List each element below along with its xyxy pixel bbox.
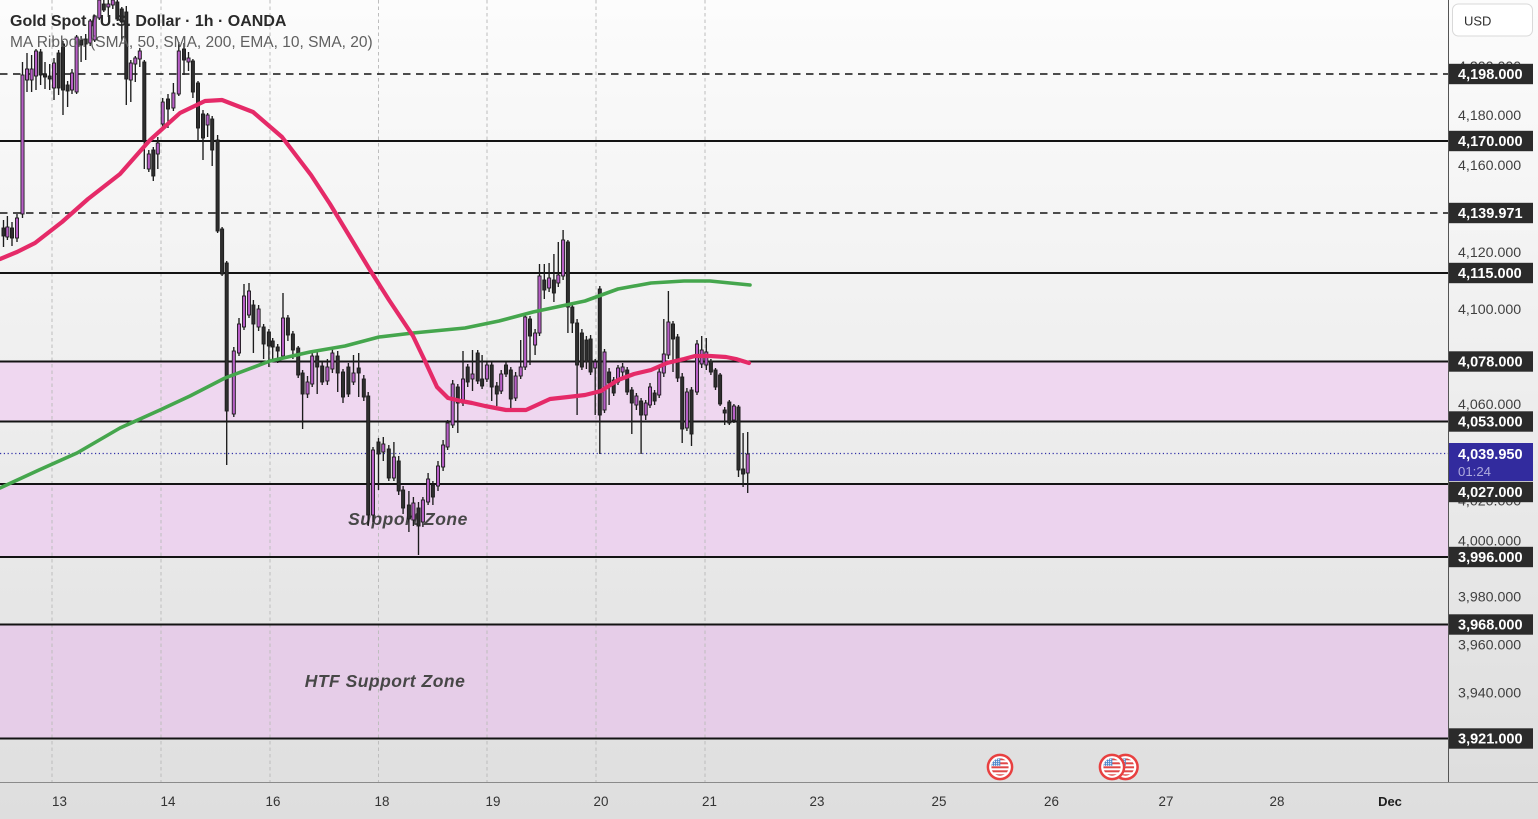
svg-text:4,100.000: 4,100.000 <box>1458 302 1521 318</box>
svg-text:4,000.000: 4,000.000 <box>1458 534 1521 550</box>
svg-text:13: 13 <box>52 794 67 809</box>
svg-text:4,120.000: 4,120.000 <box>1458 245 1521 261</box>
svg-text:25: 25 <box>932 794 947 809</box>
svg-text:14: 14 <box>161 794 176 809</box>
svg-text:01:24: 01:24 <box>1458 464 1491 479</box>
svg-text:Gold Spot / U.S. Dollar · 1h ·: Gold Spot / U.S. Dollar · 1h · OANDA <box>10 13 287 30</box>
svg-text:3,968.000: 3,968.000 <box>1458 618 1523 634</box>
svg-text:Dec: Dec <box>1378 794 1402 809</box>
svg-text:MA Ribbon (SMA, 50, SMA, 200,: MA Ribbon (SMA, 50, SMA, 200, EMA, 10, S… <box>10 34 373 51</box>
svg-text:3,996.000: 3,996.000 <box>1458 550 1523 566</box>
svg-text:4,115.000: 4,115.000 <box>1458 266 1522 282</box>
svg-text:4,078.000: 4,078.000 <box>1458 355 1523 371</box>
svg-text:3,980.000: 3,980.000 <box>1458 590 1521 606</box>
svg-text:21: 21 <box>702 794 717 809</box>
svg-text:16: 16 <box>266 794 281 809</box>
svg-text:4,053.000: 4,053.000 <box>1458 415 1523 431</box>
svg-text:20: 20 <box>594 794 609 809</box>
svg-text:4,160.000: 4,160.000 <box>1458 158 1521 174</box>
svg-text:28: 28 <box>1270 794 1285 809</box>
svg-text:3,940.000: 3,940.000 <box>1458 686 1521 702</box>
svg-text:4,027.000: 4,027.000 <box>1458 485 1523 501</box>
svg-text:27: 27 <box>1159 794 1174 809</box>
svg-text:USD: USD <box>1464 14 1491 29</box>
svg-text:4,039.950: 4,039.950 <box>1458 447 1523 463</box>
svg-text:18: 18 <box>375 794 390 809</box>
svg-text:26: 26 <box>1044 794 1059 809</box>
svg-text:19: 19 <box>486 794 501 809</box>
svg-text:3,921.000: 3,921.000 <box>1458 732 1523 748</box>
svg-text:4,198.000: 4,198.000 <box>1458 67 1523 83</box>
svg-text:4,170.000: 4,170.000 <box>1458 134 1523 150</box>
svg-text:4,060.000: 4,060.000 <box>1458 397 1521 413</box>
svg-text:3,960.000: 3,960.000 <box>1458 638 1521 654</box>
svg-text:4,139.971: 4,139.971 <box>1458 206 1523 222</box>
svg-text:HTF Support Zone: HTF Support Zone <box>305 671 466 691</box>
svg-text:4,180.000: 4,180.000 <box>1458 108 1521 124</box>
svg-text:23: 23 <box>810 794 825 809</box>
